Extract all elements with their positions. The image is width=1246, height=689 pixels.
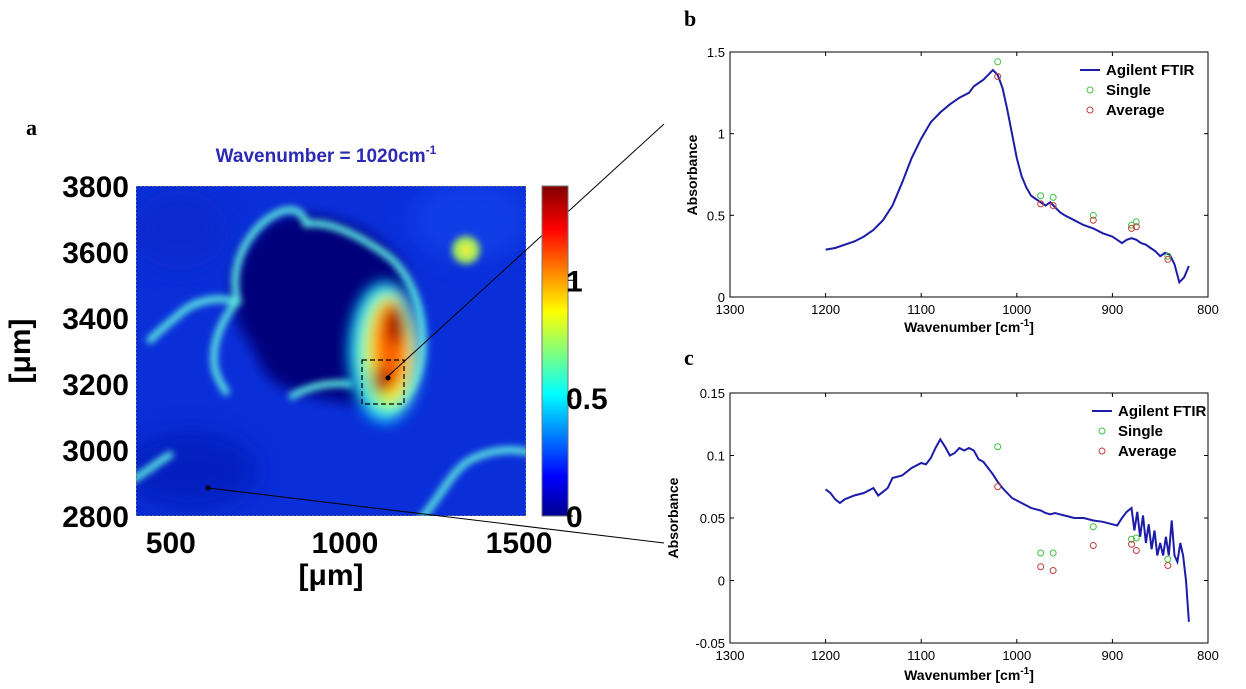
series-point-single xyxy=(1128,535,1136,543)
y-tick-label: 0.1 xyxy=(707,449,725,464)
x-tick-label: 1100 xyxy=(907,648,935,663)
colorbar-tick-label: 0.5 xyxy=(566,383,608,416)
series-point-single xyxy=(1037,549,1045,557)
series-point-average xyxy=(1164,562,1172,569)
x-tick-label: 1200 xyxy=(811,648,840,663)
panel-label-c: c xyxy=(684,345,694,370)
series-point-single xyxy=(1128,221,1136,229)
x-tick-label: 900 xyxy=(1102,302,1124,317)
series-line-agilent-ftir xyxy=(824,437,1190,622)
spectrum-chart-b: 1300 1200 1100 1000 900 800 0 0.5 1 1.5 Wavenumbe… xyxy=(684,45,1219,335)
series-point-single xyxy=(1037,192,1045,200)
plot-b-x-axis-label: Wavenumber [cm-1] xyxy=(904,318,1034,335)
x-tick-label: 1300 xyxy=(716,302,745,317)
series-point-average xyxy=(1132,547,1140,554)
heatmap-y-tick-label: 2800 xyxy=(62,501,129,534)
x-tick-label: 1000 xyxy=(1002,648,1031,663)
series-point-single xyxy=(1089,523,1097,531)
plot-b-legend: Agilent FTIR Single Average xyxy=(1080,62,1194,119)
y-tick-label: -0.05 xyxy=(695,636,725,651)
legend-marker-swatch xyxy=(1098,427,1106,435)
panel-label-b: b xyxy=(684,6,696,31)
series-point-single xyxy=(1132,534,1140,542)
series-point-single xyxy=(994,58,1002,66)
heatmap-y-axis-label: [μm] xyxy=(4,318,37,383)
legend-entry-label: Agilent FTIR xyxy=(1106,62,1194,79)
heatmap-panel: Wavenumber = 1020cm-1 xyxy=(4,123,665,592)
legend-marker-swatch xyxy=(1098,447,1106,455)
series-point-average xyxy=(1037,200,1045,208)
x-tick-label: 1000 xyxy=(1002,302,1031,317)
y-tick-label: 0 xyxy=(718,574,725,589)
heatmap-x-tick-label: 1500 xyxy=(486,527,553,560)
y-tick-label: 0.5 xyxy=(707,208,725,223)
roi-point-marker xyxy=(385,375,391,381)
colorbar-tick-label: 1 xyxy=(566,265,583,298)
series-point-average xyxy=(994,483,1002,491)
background-connector-line xyxy=(207,487,665,544)
background-point-marker xyxy=(205,485,211,491)
series-point-average xyxy=(1049,202,1057,210)
colorbar-tick-label: 0 xyxy=(566,501,583,534)
series-point-average xyxy=(1089,542,1097,549)
heatmap-y-tick-label: 3800 xyxy=(62,171,129,204)
series-point-average xyxy=(994,73,1002,80)
heatmap-y-tick-label: 3600 xyxy=(62,237,129,270)
panel-label-a: a xyxy=(26,115,37,140)
legend-entry-label: Agilent FTIR xyxy=(1118,403,1206,420)
heatmap-x-tick-label: 500 xyxy=(146,527,196,560)
plot-c-y-axis-label: Absorbance xyxy=(665,477,681,558)
series-line-agilent-ftir xyxy=(825,68,1190,285)
series-point-single xyxy=(1089,211,1097,219)
y-tick-label: 0.15 xyxy=(700,386,725,401)
x-tick-label: 1100 xyxy=(907,302,935,317)
legend-entry-label: Average xyxy=(1118,443,1177,460)
legend-entry-label: Single xyxy=(1106,82,1151,99)
colorbar xyxy=(541,185,569,517)
y-tick-label: 1 xyxy=(718,127,725,142)
x-tick-label: 900 xyxy=(1102,648,1124,663)
roi-box xyxy=(361,359,405,405)
plot-c-frame xyxy=(729,392,1209,644)
heatmap-image xyxy=(136,186,526,516)
y-tick-label: 1.5 xyxy=(707,45,725,60)
series-point-average xyxy=(1128,224,1136,232)
y-tick-label: 0 xyxy=(718,290,725,305)
series-point-average xyxy=(1164,255,1172,263)
series-point-single xyxy=(1049,193,1057,201)
colorbar-ticks: 00.51 xyxy=(566,265,608,534)
heatmap-x-tick-label: 1000 xyxy=(312,527,379,560)
x-tick-label: 1300 xyxy=(716,648,745,663)
spectrum-chart-c: 1300 1200 1100 1000 900 800-0.0500.050.10.15 … xyxy=(665,386,1219,683)
legend-marker-swatch xyxy=(1086,86,1094,94)
heatmap-x-ticks: 500 1000 1500 xyxy=(146,527,553,560)
heatmap-title: Wavenumber = 1020cm-1 xyxy=(216,143,437,167)
plot-b-y-axis-label: Absorbance xyxy=(684,134,700,215)
roi-connector-line xyxy=(385,123,665,379)
series-point-single xyxy=(994,443,1002,451)
plot-c-x-axis-label: Wavenumber [cm-1] xyxy=(904,666,1034,683)
series-point-average xyxy=(1037,563,1045,571)
y-tick-label: 0.05 xyxy=(700,511,725,526)
series-point-single xyxy=(1164,252,1172,260)
heatmap-y-tick-label: 3400 xyxy=(62,303,129,336)
series-point-average xyxy=(1128,540,1136,548)
x-tick-label: 800 xyxy=(1197,648,1219,663)
x-tick-label: 800 xyxy=(1197,302,1219,317)
legend-entry-label: Single xyxy=(1118,423,1163,440)
heatmap-y-tick-label: 3000 xyxy=(62,435,129,468)
x-tick-label: 1200 xyxy=(811,302,840,317)
series-point-average xyxy=(1049,567,1057,574)
series-point-average xyxy=(1089,216,1097,224)
plot-c-legend: Agilent FTIR Single Average xyxy=(1092,403,1206,460)
heatmap-x-axis-label: [μm] xyxy=(298,559,363,592)
legend-entry-label: Average xyxy=(1106,102,1165,119)
heatmap-y-tick-label: 3200 xyxy=(62,369,129,402)
series-point-single xyxy=(1132,218,1140,226)
series-point-single xyxy=(1049,549,1057,557)
legend-marker-swatch xyxy=(1086,106,1094,114)
series-point-average xyxy=(1132,223,1140,231)
heatmap-y-ticks: 2800 3000 3200 3400 3600 3800 xyxy=(62,171,129,534)
